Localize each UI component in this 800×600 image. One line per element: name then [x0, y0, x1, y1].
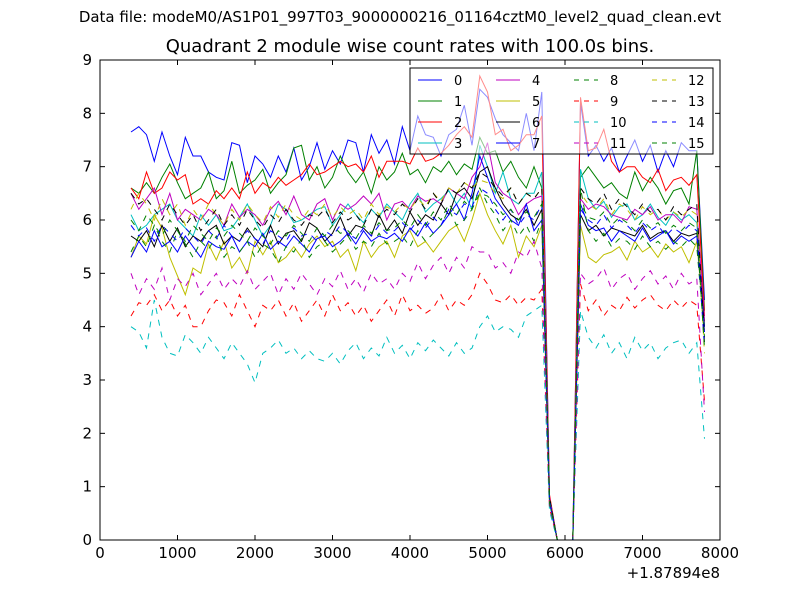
figure-suptitle: Data file: modeM0/AS1P01_997T03_90000002…: [78, 8, 722, 26]
legend-label-10: 10: [610, 116, 627, 131]
legend-label-15: 15: [688, 137, 705, 152]
y-tick-label: 2: [82, 424, 92, 442]
y-tick-label: 1: [82, 478, 92, 496]
y-tick-label: 5: [82, 264, 92, 282]
series-line-13: [130, 171, 705, 541]
series-line-0: [130, 88, 705, 541]
legend-label-13: 13: [688, 95, 705, 110]
legend-label-12: 12: [688, 74, 705, 89]
series-line-6: [130, 165, 705, 541]
y-tick-label: 6: [82, 211, 92, 229]
x-tick-label: 3000: [313, 544, 351, 562]
x-tick-label: 2000: [236, 544, 274, 562]
legend-label-11: 11: [610, 137, 627, 152]
legend-frame: [409, 67, 714, 155]
legend-label-3: 3: [454, 137, 462, 152]
legend-label-4: 4: [532, 74, 540, 89]
series-line-5: [130, 191, 705, 541]
series-line-14: [130, 187, 705, 541]
legend-label-5: 5: [532, 95, 540, 110]
x-tick-label: 0: [95, 544, 105, 562]
legend-label-7: 7: [532, 137, 540, 152]
y-tick-label: 3: [82, 371, 92, 389]
legend-label-1: 1: [454, 95, 462, 110]
x-tick-label: 1000: [158, 544, 196, 562]
series-line-12: [130, 179, 705, 541]
series-line-7: [130, 154, 705, 541]
series-line-11: [130, 239, 705, 541]
series-line-10: [130, 299, 705, 541]
x-axis-offset-label: +1.87894e8: [627, 564, 720, 582]
legend-label-6: 6: [532, 116, 540, 131]
x-tick-label: 7000: [623, 544, 661, 562]
y-tick-label: 8: [82, 104, 92, 122]
series-line-1: [130, 135, 705, 541]
legend-label-8: 8: [610, 74, 618, 89]
x-tick-label: 4000: [391, 544, 429, 562]
legend-label-14: 14: [688, 116, 705, 131]
series-line-9: [130, 272, 705, 541]
y-tick-label: 7: [82, 158, 92, 176]
series-lines: [130, 74, 705, 541]
x-tick-label: 8000: [701, 544, 739, 562]
legend-label-9: 9: [610, 95, 618, 110]
chart-title: Quadrant 2 module wise count rates with …: [165, 36, 655, 57]
y-tick-label: 0: [82, 531, 92, 549]
legend-label-2: 2: [454, 116, 462, 131]
x-axis: 0 1000 2000 3000 4000 5000 6000 7000 8000: [95, 60, 739, 562]
y-tick-label: 9: [82, 51, 92, 69]
legend-label-0: 0: [454, 74, 462, 89]
series-line-8: [130, 186, 705, 541]
series-line-4: [130, 142, 705, 541]
x-tick-label: 6000: [546, 544, 584, 562]
series-line-15: [130, 192, 705, 541]
y-tick-label: 4: [82, 318, 92, 336]
x-tick-label: 5000: [468, 544, 506, 562]
